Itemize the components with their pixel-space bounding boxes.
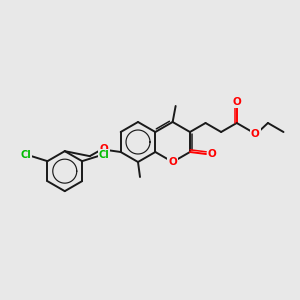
- Text: O: O: [168, 157, 177, 167]
- Text: O: O: [208, 149, 216, 159]
- Text: Cl: Cl: [20, 150, 31, 160]
- Text: O: O: [232, 97, 241, 107]
- Text: O: O: [251, 129, 260, 139]
- Text: Cl: Cl: [99, 150, 110, 160]
- Text: O: O: [99, 144, 108, 154]
